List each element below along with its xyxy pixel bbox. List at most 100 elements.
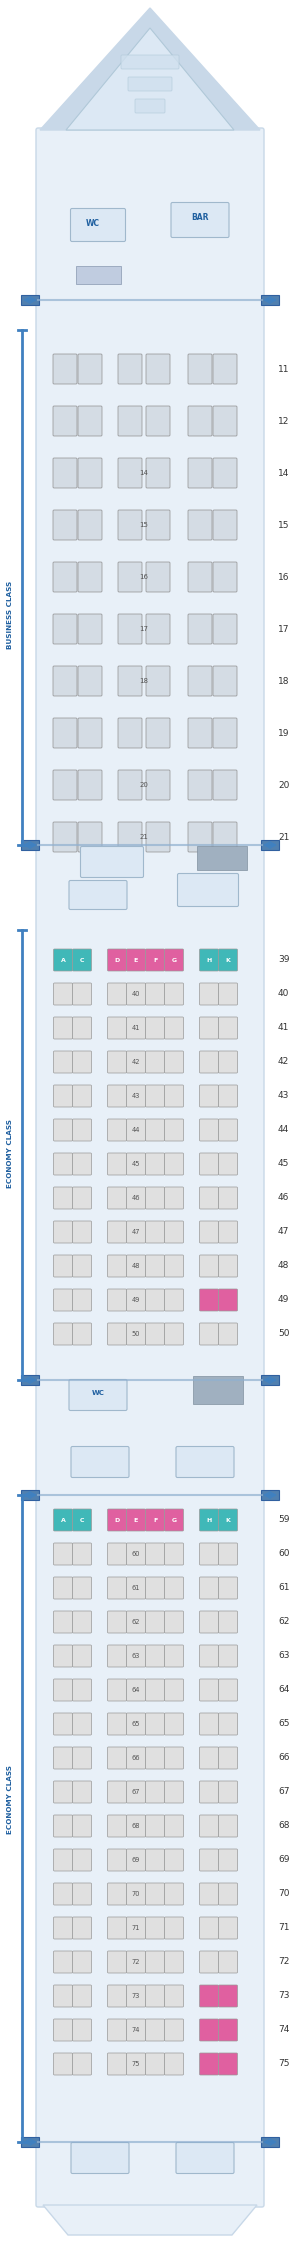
FancyBboxPatch shape: [146, 1051, 164, 1074]
FancyBboxPatch shape: [218, 1018, 238, 1038]
FancyBboxPatch shape: [213, 406, 237, 435]
Text: 47: 47: [132, 1229, 140, 1235]
FancyBboxPatch shape: [70, 209, 125, 242]
Text: 16: 16: [140, 574, 148, 581]
FancyBboxPatch shape: [107, 1816, 127, 1836]
FancyBboxPatch shape: [218, 1713, 238, 1735]
FancyBboxPatch shape: [218, 2020, 238, 2040]
FancyBboxPatch shape: [200, 2054, 218, 2076]
FancyBboxPatch shape: [200, 1152, 218, 1175]
FancyBboxPatch shape: [146, 1018, 164, 1038]
FancyBboxPatch shape: [127, 1222, 146, 1242]
FancyBboxPatch shape: [128, 76, 172, 92]
FancyBboxPatch shape: [188, 457, 212, 489]
FancyBboxPatch shape: [107, 1713, 127, 1735]
FancyBboxPatch shape: [218, 1509, 238, 1531]
FancyBboxPatch shape: [73, 2054, 92, 2076]
FancyBboxPatch shape: [200, 1186, 218, 1208]
Text: 39: 39: [278, 955, 290, 964]
FancyBboxPatch shape: [218, 1576, 238, 1599]
FancyBboxPatch shape: [146, 406, 170, 435]
FancyBboxPatch shape: [218, 1679, 238, 1702]
Text: 71: 71: [278, 1924, 290, 1933]
FancyBboxPatch shape: [200, 1612, 218, 1632]
FancyBboxPatch shape: [73, 1256, 92, 1278]
Text: 50: 50: [278, 1330, 290, 1338]
FancyBboxPatch shape: [73, 1222, 92, 1242]
FancyBboxPatch shape: [127, 1816, 146, 1836]
FancyBboxPatch shape: [78, 769, 102, 800]
FancyBboxPatch shape: [164, 1713, 184, 1735]
FancyBboxPatch shape: [164, 1951, 184, 1973]
FancyBboxPatch shape: [73, 1951, 92, 1973]
FancyBboxPatch shape: [78, 717, 102, 749]
Text: 15: 15: [140, 522, 148, 529]
FancyBboxPatch shape: [118, 717, 142, 749]
FancyBboxPatch shape: [53, 1883, 73, 1906]
Text: 40: 40: [132, 991, 140, 998]
FancyBboxPatch shape: [164, 1646, 184, 1668]
Bar: [261, 2137, 279, 2148]
FancyBboxPatch shape: [146, 948, 164, 971]
FancyBboxPatch shape: [73, 2020, 92, 2040]
Text: 12: 12: [278, 417, 290, 426]
FancyBboxPatch shape: [107, 2020, 127, 2040]
Text: C: C: [80, 957, 84, 962]
Text: 42: 42: [132, 1058, 140, 1065]
FancyBboxPatch shape: [164, 2020, 184, 2040]
Text: WC: WC: [92, 1390, 104, 1397]
FancyBboxPatch shape: [146, 1816, 164, 1836]
FancyBboxPatch shape: [53, 354, 77, 383]
FancyBboxPatch shape: [200, 982, 218, 1004]
FancyBboxPatch shape: [146, 1576, 164, 1599]
Text: 17: 17: [140, 626, 148, 632]
FancyBboxPatch shape: [218, 2054, 238, 2076]
Text: 64: 64: [132, 1686, 140, 1693]
FancyBboxPatch shape: [53, 1542, 73, 1565]
FancyBboxPatch shape: [127, 2020, 146, 2040]
FancyBboxPatch shape: [164, 1186, 184, 1208]
FancyBboxPatch shape: [107, 1186, 127, 1208]
FancyBboxPatch shape: [127, 1850, 146, 1872]
FancyBboxPatch shape: [176, 2143, 234, 2172]
Text: 71: 71: [132, 1926, 140, 1930]
FancyBboxPatch shape: [213, 563, 237, 592]
FancyBboxPatch shape: [146, 1152, 164, 1175]
FancyBboxPatch shape: [164, 948, 184, 971]
FancyBboxPatch shape: [200, 948, 218, 971]
FancyBboxPatch shape: [69, 881, 127, 910]
FancyBboxPatch shape: [146, 1883, 164, 1906]
FancyBboxPatch shape: [218, 1780, 238, 1803]
FancyBboxPatch shape: [218, 1085, 238, 1108]
Text: 75: 75: [278, 2060, 290, 2069]
FancyBboxPatch shape: [107, 1576, 127, 1599]
Text: 21: 21: [278, 832, 290, 841]
FancyBboxPatch shape: [218, 1542, 238, 1565]
Text: 50: 50: [132, 1332, 140, 1336]
FancyBboxPatch shape: [127, 1883, 146, 1906]
FancyBboxPatch shape: [107, 1051, 127, 1074]
Text: 40: 40: [278, 989, 290, 998]
FancyBboxPatch shape: [146, 1951, 164, 1973]
FancyBboxPatch shape: [78, 457, 102, 489]
FancyBboxPatch shape: [107, 2054, 127, 2076]
Text: 63: 63: [132, 1652, 140, 1659]
Text: 60: 60: [132, 1551, 140, 1556]
FancyBboxPatch shape: [78, 823, 102, 852]
FancyBboxPatch shape: [146, 563, 170, 592]
FancyBboxPatch shape: [218, 1323, 238, 1345]
Text: 74: 74: [132, 2027, 140, 2033]
FancyBboxPatch shape: [146, 1984, 164, 2007]
FancyBboxPatch shape: [71, 1446, 129, 1477]
FancyBboxPatch shape: [146, 1509, 164, 1531]
FancyBboxPatch shape: [107, 1747, 127, 1769]
FancyBboxPatch shape: [78, 354, 102, 383]
Text: 18: 18: [278, 677, 290, 686]
Text: H: H: [206, 1518, 211, 1522]
FancyBboxPatch shape: [127, 1018, 146, 1038]
FancyBboxPatch shape: [164, 1984, 184, 2007]
FancyBboxPatch shape: [213, 614, 237, 643]
FancyBboxPatch shape: [164, 1816, 184, 1836]
FancyBboxPatch shape: [200, 1018, 218, 1038]
Bar: [193, 1377, 243, 1403]
